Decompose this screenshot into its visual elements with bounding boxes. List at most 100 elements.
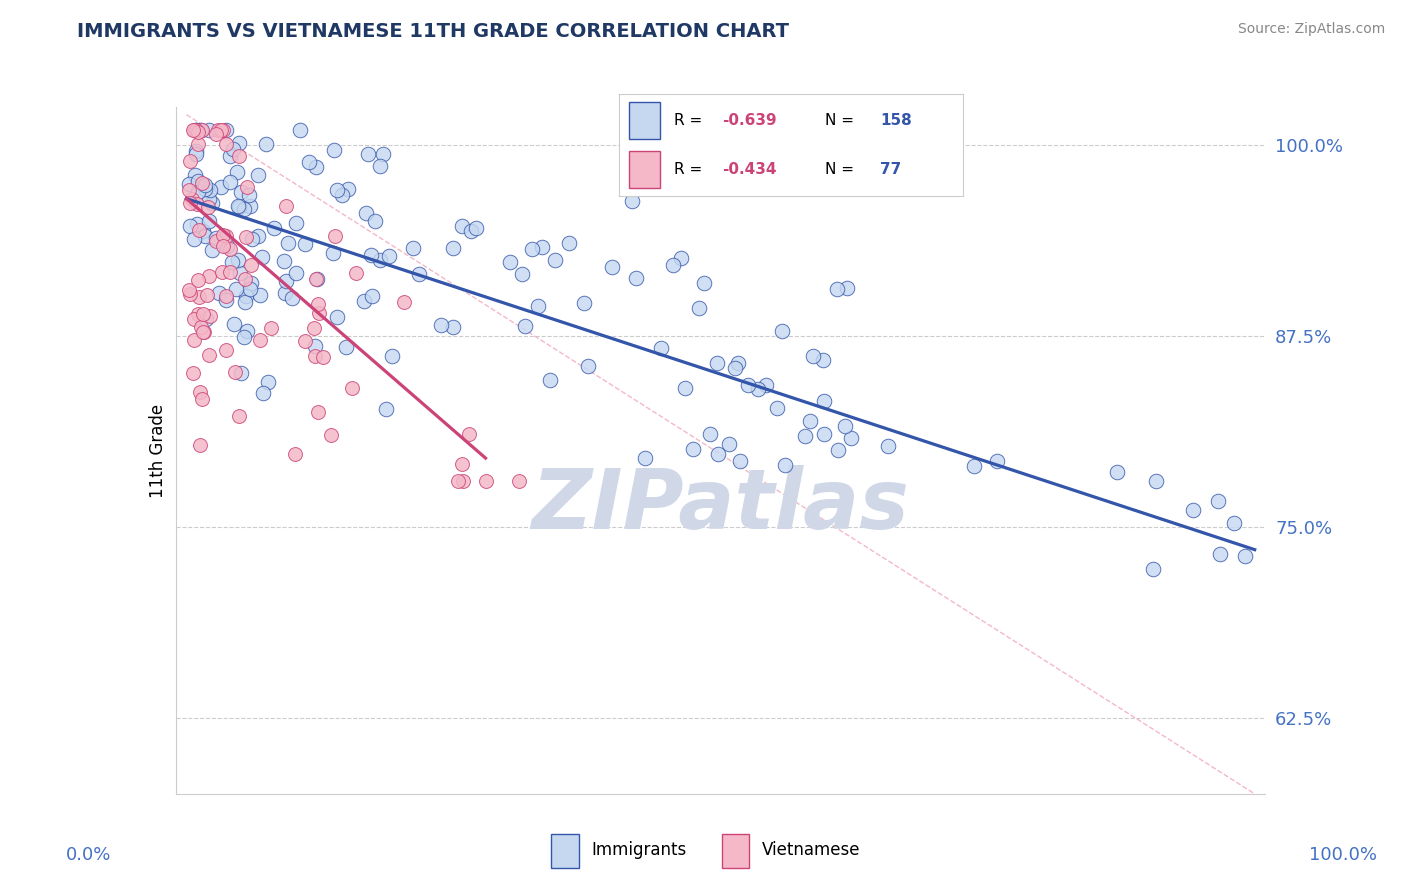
Point xyxy=(408,267,430,281)
Point xyxy=(186,217,208,231)
Point xyxy=(661,259,683,273)
Point xyxy=(766,401,789,415)
Point xyxy=(232,202,254,217)
Point xyxy=(322,246,344,260)
Point xyxy=(198,123,221,137)
Point xyxy=(238,187,260,202)
Point xyxy=(188,223,211,237)
Point xyxy=(249,287,271,301)
Point xyxy=(201,196,224,211)
Point xyxy=(294,334,316,349)
Point xyxy=(179,219,201,233)
Point xyxy=(402,241,425,255)
Point xyxy=(204,234,226,248)
Point xyxy=(239,276,262,290)
Point xyxy=(1206,494,1229,508)
Point xyxy=(451,458,474,472)
Point xyxy=(208,286,231,301)
Point xyxy=(392,295,415,310)
Point xyxy=(236,180,259,194)
Point xyxy=(839,431,862,445)
Point xyxy=(207,123,229,137)
Point xyxy=(621,194,644,208)
Point xyxy=(811,352,834,367)
Point xyxy=(193,325,215,339)
Point xyxy=(226,253,249,268)
Point xyxy=(835,281,858,295)
Point xyxy=(198,310,221,324)
Point xyxy=(215,239,238,253)
Point xyxy=(1223,516,1246,530)
Point xyxy=(235,289,257,303)
Text: 0.0%: 0.0% xyxy=(66,846,111,863)
Point xyxy=(323,229,346,244)
Point xyxy=(813,394,835,409)
Point xyxy=(475,474,498,488)
Point xyxy=(510,267,533,281)
Point xyxy=(273,254,295,268)
Point xyxy=(527,299,550,313)
Point xyxy=(572,295,595,310)
Point xyxy=(770,324,793,338)
Point xyxy=(963,459,986,474)
Point xyxy=(669,252,692,266)
Point xyxy=(302,320,325,334)
Point xyxy=(239,258,262,272)
Point xyxy=(187,185,209,199)
Point xyxy=(229,186,252,200)
Point xyxy=(186,123,208,137)
Point xyxy=(184,168,207,182)
Point xyxy=(368,160,391,174)
Point xyxy=(218,265,240,279)
Point xyxy=(181,192,204,206)
Point xyxy=(260,320,283,334)
Point xyxy=(236,324,259,338)
Point xyxy=(728,454,751,468)
Point xyxy=(747,382,769,396)
Text: N =: N = xyxy=(825,162,859,178)
Point xyxy=(364,214,387,228)
Point xyxy=(322,143,344,157)
Point xyxy=(198,192,221,206)
Point xyxy=(370,253,392,268)
Point xyxy=(177,183,200,197)
Point xyxy=(177,177,200,191)
FancyBboxPatch shape xyxy=(628,151,659,188)
Point xyxy=(232,330,254,344)
Point xyxy=(229,366,252,380)
Point xyxy=(226,165,249,179)
Point xyxy=(212,123,235,137)
Point xyxy=(184,144,207,158)
Point xyxy=(225,282,247,296)
Point xyxy=(801,349,824,363)
Point xyxy=(197,200,219,214)
Point xyxy=(326,310,349,325)
Point xyxy=(717,437,740,451)
Point xyxy=(183,231,205,245)
Point xyxy=(277,235,299,250)
Point xyxy=(344,267,367,281)
Point xyxy=(183,123,205,137)
Point xyxy=(624,271,647,285)
Point xyxy=(215,343,238,358)
Point xyxy=(179,283,201,297)
Point xyxy=(285,215,308,229)
Point xyxy=(311,351,333,365)
Point xyxy=(727,356,749,370)
Point xyxy=(557,236,579,251)
Point xyxy=(179,153,201,168)
Point xyxy=(773,458,796,472)
Point xyxy=(211,265,233,279)
Point xyxy=(222,142,245,156)
Point xyxy=(233,272,256,286)
Point xyxy=(201,243,224,257)
Point xyxy=(634,451,657,466)
Point xyxy=(215,228,238,243)
Point xyxy=(538,373,561,387)
Point xyxy=(191,177,214,191)
Point xyxy=(228,149,250,163)
Point xyxy=(799,414,821,428)
Point xyxy=(186,123,208,137)
Point xyxy=(183,312,205,326)
Point xyxy=(188,290,211,304)
